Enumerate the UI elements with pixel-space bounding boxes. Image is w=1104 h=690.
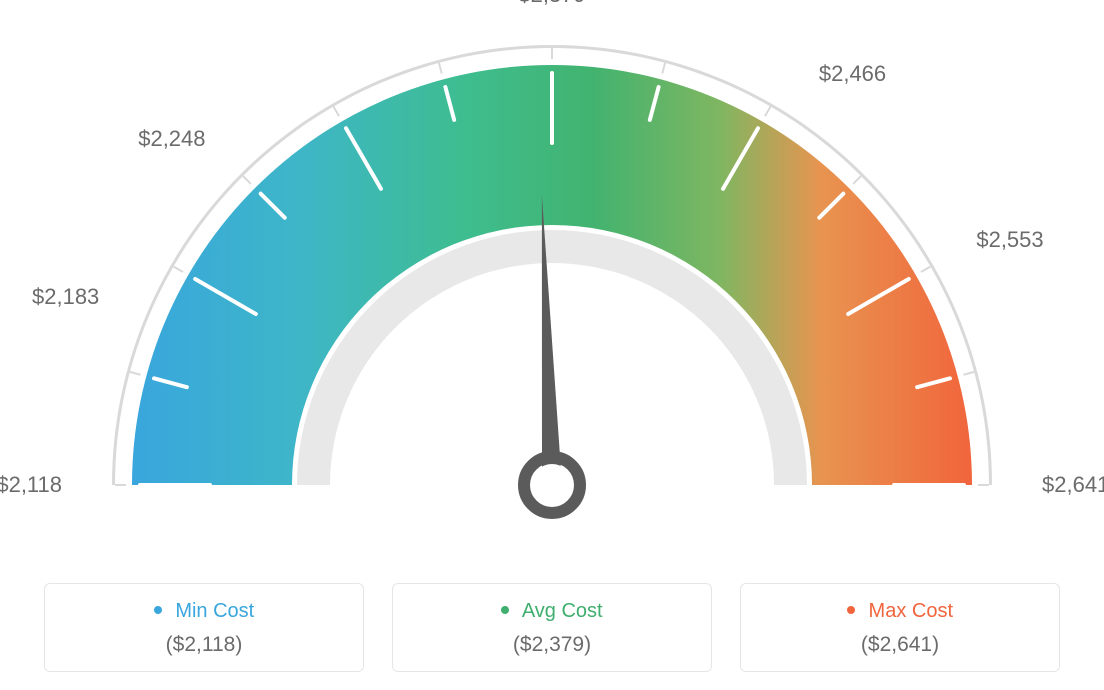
gauge-tick-label: $2,553 [976, 227, 1043, 253]
legend-value-min: ($2,118) [55, 633, 353, 657]
gauge-tick-label: $2,118 [0, 472, 62, 498]
gauge-tick-label: $2,641 [1042, 472, 1104, 498]
legend-row: Min Cost ($2,118) Avg Cost ($2,379) Max … [0, 583, 1104, 672]
legend-title-max: Max Cost [751, 600, 1049, 623]
legend-title-text-min: Min Cost [175, 600, 254, 622]
legend-value-max: ($2,641) [751, 633, 1049, 657]
legend-card-avg: Avg Cost ($2,379) [392, 583, 712, 672]
bullet-max [847, 606, 855, 614]
gauge-tick-label: $2,248 [138, 126, 205, 152]
legend-card-max: Max Cost ($2,641) [740, 583, 1060, 672]
bullet-min [154, 606, 162, 614]
cost-gauge-widget: $2,118 $2,183 $2,248 $2,379 $2,466 $2,553 $2,6… [0, 0, 1104, 690]
legend-value-avg: ($2,379) [403, 633, 701, 657]
bullet-avg [501, 606, 509, 614]
gauge-tick-label: $2,183 [32, 284, 99, 310]
legend-title-avg: Avg Cost [403, 600, 701, 623]
gauge-tick-label: $2,379 [518, 0, 585, 8]
legend-title-text-max: Max Cost [869, 600, 953, 622]
legend-card-min: Min Cost ($2,118) [44, 583, 364, 672]
gauge-svg [0, 0, 1104, 560]
gauge-chart: $2,118 $2,183 $2,248 $2,379 $2,466 $2,553 $2,6… [0, 0, 1104, 560]
gauge-tick-label: $2,466 [819, 61, 886, 87]
legend-title-min: Min Cost [55, 600, 353, 623]
legend-title-text-avg: Avg Cost [522, 600, 603, 622]
